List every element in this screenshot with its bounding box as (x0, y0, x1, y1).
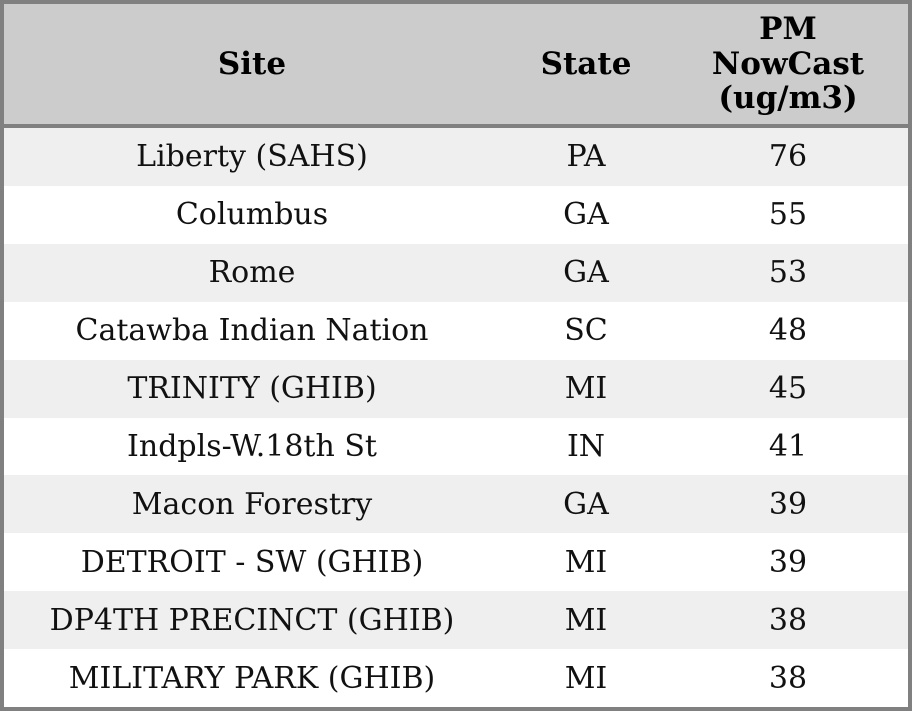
column-header-site-label: Site (217, 45, 287, 82)
column-header-pm-nowcast-line-3: (ug/m3) (718, 80, 858, 117)
cell-state: MI (564, 661, 608, 695)
table-row: DP4TH PRECINCT (GHIB) MI 38 (4, 591, 908, 650)
cell-site: DP4TH PRECINCT (GHIB) (49, 603, 455, 637)
column-header-state: State (500, 45, 672, 82)
cell-pm-nowcast: 48 (768, 314, 808, 348)
table-header-row: Site State PM NowCast (ug/m3) (4, 4, 908, 128)
column-header-pm-nowcast: PM NowCast (ug/m3) (672, 12, 904, 116)
cell-state: GA (563, 487, 609, 521)
cell-state: MI (564, 545, 608, 579)
cell-pm-nowcast: 41 (768, 429, 808, 463)
table-row: TRINITY (GHIB) MI 45 (4, 359, 908, 418)
table-row: Liberty (SAHS) PA 76 (4, 128, 908, 186)
table-row: Catawba Indian Nation SC 48 (4, 301, 908, 360)
cell-site: DETROIT - SW (GHIB) (80, 545, 424, 579)
column-header-pm-nowcast-line-2: NowCast (711, 45, 865, 82)
cell-site: Indpls-W.18th St (127, 429, 377, 463)
table-row: Rome GA 53 (4, 243, 908, 302)
cell-pm-nowcast: 53 (768, 256, 808, 290)
cell-state: GA (563, 256, 609, 290)
cell-pm-nowcast: 38 (768, 661, 808, 695)
table-row: MILITARY PARK (GHIB) MI 38 (4, 649, 908, 708)
cell-pm-nowcast: 39 (768, 487, 808, 521)
cell-state: SC (564, 314, 608, 348)
column-header-pm-nowcast-line-1: PM (759, 10, 817, 47)
cell-site: Rome (208, 256, 296, 290)
cell-state: GA (563, 198, 609, 232)
cell-state: IN (566, 429, 606, 463)
cell-site: Columbus (175, 198, 329, 232)
cell-pm-nowcast: 38 (768, 603, 808, 637)
table-row: Macon Forestry GA 39 (4, 475, 908, 534)
cell-site: Macon Forestry (131, 487, 373, 521)
cell-site: MILITARY PARK (GHIB) (68, 661, 436, 695)
cell-site: Liberty (SAHS) (136, 140, 368, 174)
table-body: Liberty (SAHS) PA 76 Columbus GA 55 Rome… (4, 128, 908, 708)
column-header-state-label: State (540, 45, 632, 82)
column-header-site: Site (4, 45, 500, 82)
cell-pm-nowcast: 76 (768, 140, 808, 174)
table-row: DETROIT - SW (GHIB) MI 39 (4, 533, 908, 592)
cell-state: MI (564, 372, 608, 406)
cell-site: TRINITY (GHIB) (127, 372, 377, 406)
cell-state: MI (564, 603, 608, 637)
cell-state: PA (566, 140, 606, 174)
cell-pm-nowcast: 55 (768, 198, 808, 232)
table-row: Indpls-W.18th St IN 41 (4, 417, 908, 476)
cell-pm-nowcast: 45 (768, 372, 808, 406)
cell-pm-nowcast: 39 (768, 545, 808, 579)
cell-site: Catawba Indian Nation (75, 314, 429, 348)
table-row: Columbus GA 55 (4, 185, 908, 244)
